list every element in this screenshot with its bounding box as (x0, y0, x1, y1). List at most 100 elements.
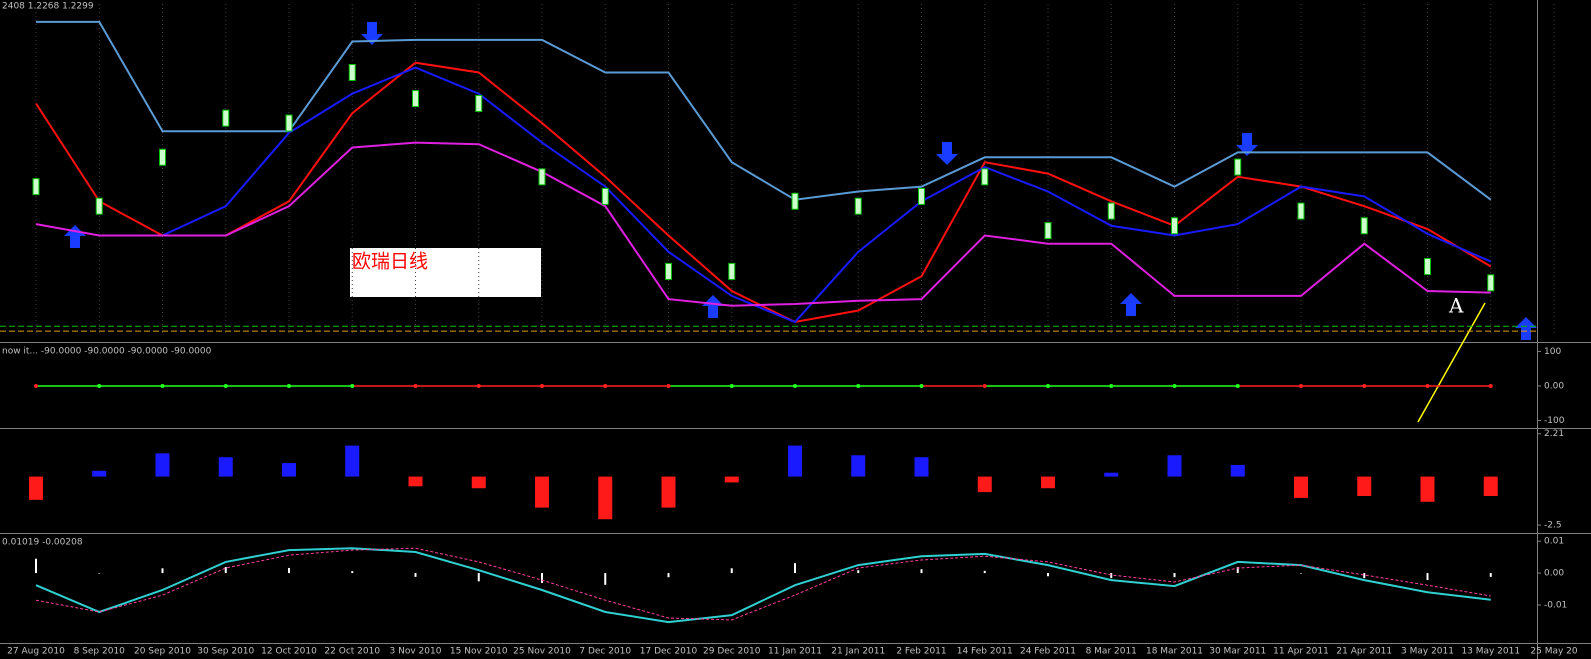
pointer-line (1417, 302, 1486, 423)
bar (604, 573, 607, 585)
x-tick-label: 29 Dec 2010 (703, 647, 761, 657)
bar (920, 569, 923, 574)
x-tick-label: 25 Nov 2010 (513, 647, 571, 657)
candle (159, 148, 166, 166)
candle (32, 178, 40, 196)
bar (730, 568, 733, 574)
point (793, 384, 797, 388)
y-tick-label: -100 (1544, 416, 1565, 426)
candle (412, 90, 419, 108)
pane-title: 0.01019 -0.00208 (2, 538, 83, 548)
point (413, 384, 418, 388)
x-tick-label: 3 May 2011 (1401, 647, 1454, 657)
arrow-down (361, 22, 383, 45)
bar (1294, 476, 1308, 498)
arrow-down (1236, 133, 1258, 156)
x-tick-label: 27 Aug 2010 (7, 647, 65, 657)
bar (724, 476, 739, 483)
bar (1300, 573, 1302, 574)
pane-title: now it... -90.0000 -90.0000 -90.0000 -90… (2, 347, 212, 357)
candle (728, 262, 736, 280)
x-tick-label: 13 May 2011 (1461, 647, 1520, 657)
bar (1173, 573, 1176, 578)
bar (1104, 472, 1119, 477)
point (919, 384, 924, 388)
bar (1363, 573, 1366, 579)
bar (218, 457, 233, 477)
series-line (162, 66, 1492, 324)
candle (95, 197, 103, 215)
bar (914, 457, 929, 477)
point (34, 384, 38, 388)
point (287, 384, 291, 388)
bar (282, 463, 296, 477)
point (1299, 384, 1303, 388)
bar (1483, 476, 1498, 496)
bar (667, 573, 670, 578)
y-tick-label: 0.00 (1544, 382, 1564, 392)
bar (598, 476, 613, 520)
x-tick-label: 21 Apr 2011 (1336, 647, 1392, 657)
bar (345, 445, 360, 477)
bar (155, 453, 170, 477)
candle (348, 63, 356, 81)
x-tick-label: 15 Nov 2010 (450, 647, 508, 657)
x-tick-label: 8 Mar 2011 (1086, 647, 1137, 657)
point (223, 384, 228, 388)
point (729, 384, 734, 388)
annotation: A (1448, 294, 1464, 318)
bar (857, 570, 860, 574)
point (160, 384, 165, 388)
candle (918, 187, 925, 205)
arrow-down (936, 142, 958, 165)
x-tick-label: 8 Sep 2010 (74, 647, 126, 657)
point (1362, 384, 1367, 388)
candle (1360, 217, 1368, 235)
annotation: 欧瑞日线 (352, 251, 428, 273)
x-tick-label: 14 Feb 2011 (957, 647, 1013, 657)
bar (351, 571, 354, 574)
x-tick-label: 11 Jan 2011 (768, 647, 822, 657)
x-tick-label: 25 May 20 (1530, 647, 1578, 657)
bar (471, 476, 486, 489)
bar (98, 573, 101, 574)
point (1488, 384, 1493, 388)
x-tick-label: 30 Mar 2011 (1209, 647, 1266, 657)
point (1425, 384, 1430, 388)
x-tick-label: 30 Sep 2010 (197, 647, 254, 657)
candle (1107, 202, 1115, 220)
arrow-up (702, 295, 724, 318)
x-tick-label: 17 Dec 2010 (640, 647, 698, 657)
y-tick-label: -2.5 (1544, 521, 1562, 531)
point (1235, 384, 1240, 388)
bar (288, 567, 290, 574)
series-line (36, 20, 1492, 201)
y-tick-label: -0.01 (1544, 600, 1567, 610)
bar (1167, 455, 1182, 477)
series-line (35, 547, 1491, 624)
candle (1171, 217, 1178, 235)
x-tick-label: 12 Oct 2010 (261, 647, 317, 657)
point (1109, 384, 1114, 388)
bar (977, 476, 992, 493)
bar (161, 568, 164, 574)
candle (1234, 158, 1242, 176)
bar (1047, 573, 1049, 577)
series-line (35, 61, 1492, 324)
bar (477, 573, 480, 582)
x-tick-label: 3 Nov 2010 (390, 647, 442, 657)
arrow-up (1515, 317, 1537, 340)
bar (535, 476, 549, 508)
bar (1426, 573, 1429, 581)
series-line (35, 547, 1491, 621)
bar (661, 476, 676, 508)
candle (475, 94, 483, 112)
bar (983, 570, 986, 574)
point (476, 384, 481, 388)
bar (794, 563, 796, 574)
candle (665, 262, 672, 280)
x-tick-label: 18 Mar 2011 (1146, 647, 1203, 657)
